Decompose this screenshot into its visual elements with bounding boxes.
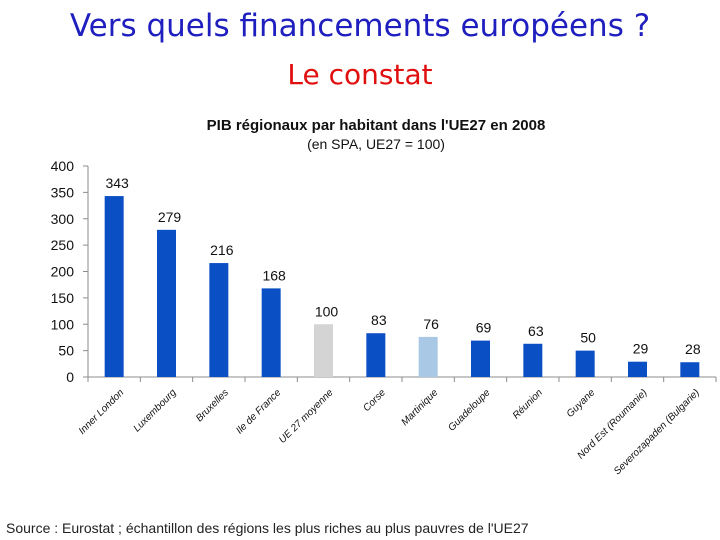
bar [418, 336, 438, 377]
y-tick-label: 300 [51, 211, 75, 227]
chart-title: PIB régionaux par habitant dans l'UE27 e… [207, 117, 546, 134]
data-label: 279 [158, 209, 182, 225]
y-tick-label: 350 [51, 184, 75, 200]
category-label: Inner London [77, 387, 127, 437]
data-label: 69 [476, 320, 492, 336]
bar-chart: PIB régionaux par habitant dans l'UE27 e… [51, 117, 717, 477]
plot-area: 0 50 100 150 200 250 300 350 400 343 Inner London 2… [51, 158, 717, 477]
data-label: 216 [210, 242, 234, 258]
chart-subtitle: (en SPA, UE27 = 100) [307, 136, 445, 152]
category-label: Ile de France [234, 387, 283, 436]
category-label: Guadeloupe [446, 387, 493, 434]
data-label: 76 [423, 316, 439, 332]
bar [157, 229, 176, 377]
slide-title: Vers quels financements européens ? [69, 8, 651, 44]
category-label: Martinique [399, 387, 440, 428]
bar [628, 361, 647, 377]
data-label: 28 [685, 341, 701, 357]
category-label: UE 27 moyenne [277, 387, 336, 446]
y-tick-label: 150 [51, 290, 75, 306]
data-label: 168 [262, 267, 286, 283]
y-tick-label: 50 [58, 343, 74, 359]
bar [104, 196, 124, 377]
data-label: 63 [528, 323, 544, 339]
bar [680, 362, 700, 377]
bar [209, 263, 229, 377]
y-tick-label: 100 [51, 316, 75, 332]
data-label: 343 [105, 175, 129, 191]
y-tick-label: 0 [66, 369, 74, 385]
category-label: Luxembourg [132, 387, 179, 434]
bar [523, 343, 543, 377]
bar [366, 333, 386, 377]
y-tick-label: 250 [51, 237, 75, 253]
category-label: Guyane [565, 387, 598, 420]
data-label: 50 [580, 330, 596, 346]
data-label: 83 [371, 312, 387, 328]
data-label: 100 [315, 303, 339, 319]
slide-subtitle: Le constat [287, 58, 433, 91]
source-note: Source : Eurostat ; échantillon des régi… [6, 520, 529, 536]
data-label: 29 [633, 341, 649, 357]
category-label: Corse [361, 387, 388, 414]
category-label: Réunion [511, 387, 545, 421]
category-label: Severozapaden (Bulgarie) [612, 387, 702, 477]
bar [575, 350, 595, 377]
y-tick-label: 400 [51, 158, 75, 174]
bar [471, 340, 490, 377]
category-label: Bruxelles [194, 387, 231, 424]
y-tick-label: 200 [51, 264, 75, 280]
bar [314, 324, 333, 377]
bar [261, 288, 281, 377]
